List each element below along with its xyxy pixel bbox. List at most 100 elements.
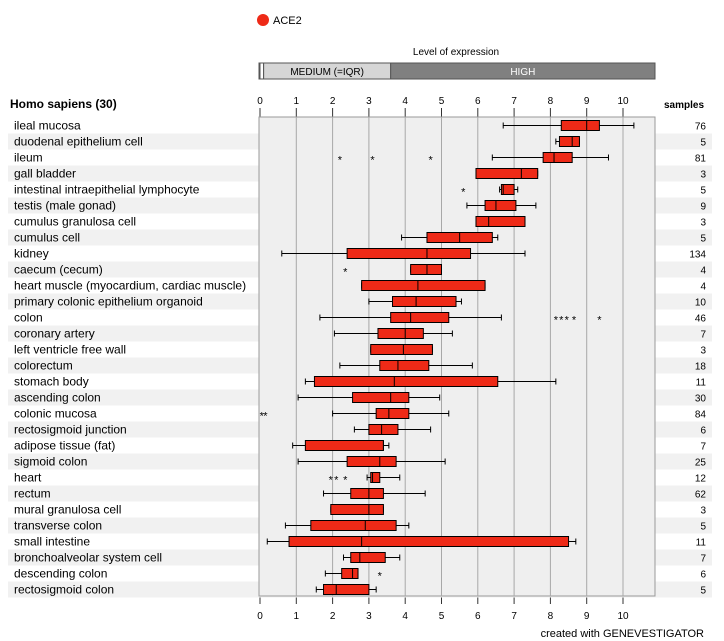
top-tick-label: 3 [366, 96, 372, 107]
bottom-axis: 0 1 2 3 4 5 6 7 8 9 10 [257, 596, 629, 622]
row-samples: 7 [700, 330, 706, 341]
iqr-box [323, 584, 370, 595]
iqr-box [288, 536, 570, 547]
level-band-label: HIGH [510, 67, 535, 78]
row-samples: 4 [700, 282, 706, 293]
row-label: rectosigmoid colon [14, 583, 114, 597]
data-row: sigmoid colon 25 [14, 455, 706, 469]
row-samples: 46 [695, 314, 707, 325]
iqr-box [352, 392, 410, 403]
iqr-box [346, 456, 397, 467]
row-samples: 5 [700, 186, 706, 197]
row-label: rectosigmoid junction [14, 423, 127, 437]
row-label: heart muscle (myocardium, cardiac muscle… [14, 279, 246, 293]
level-band-label: MEDIUM (=IQR) [290, 67, 364, 78]
row-label: sigmoid colon [14, 455, 87, 469]
top-tick-label: 5 [439, 96, 445, 107]
top-tick-label: 2 [330, 96, 336, 107]
bottom-tick-label: 8 [548, 611, 554, 622]
outlier-marker: * [461, 187, 466, 199]
row-label: primary colonic epithelium organoid [14, 295, 203, 309]
row-samples: 134 [689, 250, 706, 261]
row-label: colorectum [14, 359, 73, 373]
bottom-tick-label: 1 [294, 611, 300, 622]
row-label: transverse colon [14, 519, 102, 533]
row-samples: 6 [700, 570, 706, 581]
bottom-tick-label: 5 [439, 611, 445, 622]
row-samples: 7 [700, 554, 706, 565]
footer-credit: created with GENEVESTIGATOR [541, 628, 704, 640]
row-label: left ventricle free wall [14, 343, 126, 357]
iqr-box [350, 552, 386, 563]
row-label: coronary artery [14, 327, 95, 341]
data-row: stomach body 11 [14, 375, 706, 389]
top-tick-label: 7 [511, 96, 517, 107]
iqr-box [410, 264, 442, 275]
data-row: adipose tissue (fat) 7 [14, 439, 706, 453]
outlier-marker: * [428, 155, 433, 167]
row-label: heart [14, 471, 42, 485]
plot-area [258, 116, 656, 597]
bottom-tick-label: 2 [330, 611, 336, 622]
iqr-box [368, 424, 399, 435]
iqr-box [346, 248, 472, 259]
row-samples: 5 [700, 522, 706, 533]
data-row: rectosigmoid colon 5 [14, 583, 706, 597]
iqr-box [370, 472, 381, 483]
row-samples: 3 [700, 218, 706, 229]
data-row: rectum 62 [14, 487, 706, 501]
legend-label: ACE2 [273, 15, 302, 27]
row-samples: 5 [700, 234, 706, 245]
bottom-tick-label: 10 [617, 611, 629, 622]
data-row: transverse colon 5 [14, 519, 706, 533]
row-samples: 30 [695, 394, 707, 405]
data-row: cumulus granulosa cell 3 [14, 215, 706, 229]
row-label: duodenal epithelium cell [14, 135, 143, 149]
row-label: small intestine [14, 535, 90, 549]
row-label: cumulus granulosa cell [14, 215, 136, 229]
data-row: ileal mucosa 76 [14, 119, 706, 133]
row-samples: 81 [695, 154, 707, 165]
row-label: colonic mucosa [14, 407, 97, 421]
bottom-tick-label: 0 [257, 611, 263, 622]
iqr-box [361, 280, 486, 291]
data-row: cumulus cell 5 [14, 231, 706, 245]
data-row: intestinal intraepithelial lymphocyte 5 * [14, 183, 706, 199]
samples-header: samples [664, 100, 704, 111]
row-samples: 7 [700, 442, 706, 453]
bottom-tick-label: 6 [475, 611, 481, 622]
row-label: cumulus cell [14, 231, 80, 245]
data-row: colonic mucosa 84* * [14, 407, 706, 423]
row-label: ileum [14, 151, 43, 165]
outlier-marker: * [343, 267, 348, 279]
row-label: stomach body [14, 375, 89, 389]
outlier-marker: * [565, 315, 570, 327]
row-label: adipose tissue (fat) [14, 439, 115, 453]
outlier-marker: * [263, 411, 268, 423]
outlier-marker: * [597, 315, 602, 327]
data-row: coronary artery 7 [14, 327, 706, 341]
top-tick-label: 4 [402, 96, 408, 107]
row-samples: 3 [700, 346, 706, 357]
row-label: mural granulosa cell [14, 503, 121, 517]
row-label: testis (male gonad) [14, 199, 116, 213]
top-tick-label: 8 [548, 96, 554, 107]
iqr-box [390, 312, 450, 323]
iqr-box [341, 568, 359, 579]
iqr-box [391, 296, 457, 307]
iqr-box [560, 120, 600, 131]
level-band [259, 62, 265, 80]
row-label: descending colon [14, 567, 107, 581]
row-samples: 11 [696, 378, 707, 389]
row-samples: 6 [700, 426, 706, 437]
iqr-box [313, 376, 499, 387]
data-row: heart muscle (myocardium, cardiac muscle… [14, 279, 706, 293]
top-tick-label: 9 [584, 96, 590, 107]
row-samples: 4 [700, 266, 706, 277]
row-label: gall bladder [14, 167, 76, 181]
row-samples: 12 [695, 474, 707, 485]
iqr-box [350, 488, 384, 499]
top-tick-label: 6 [475, 96, 481, 107]
data-row: gall bladder 3 [14, 167, 706, 181]
level-band [390, 62, 656, 80]
